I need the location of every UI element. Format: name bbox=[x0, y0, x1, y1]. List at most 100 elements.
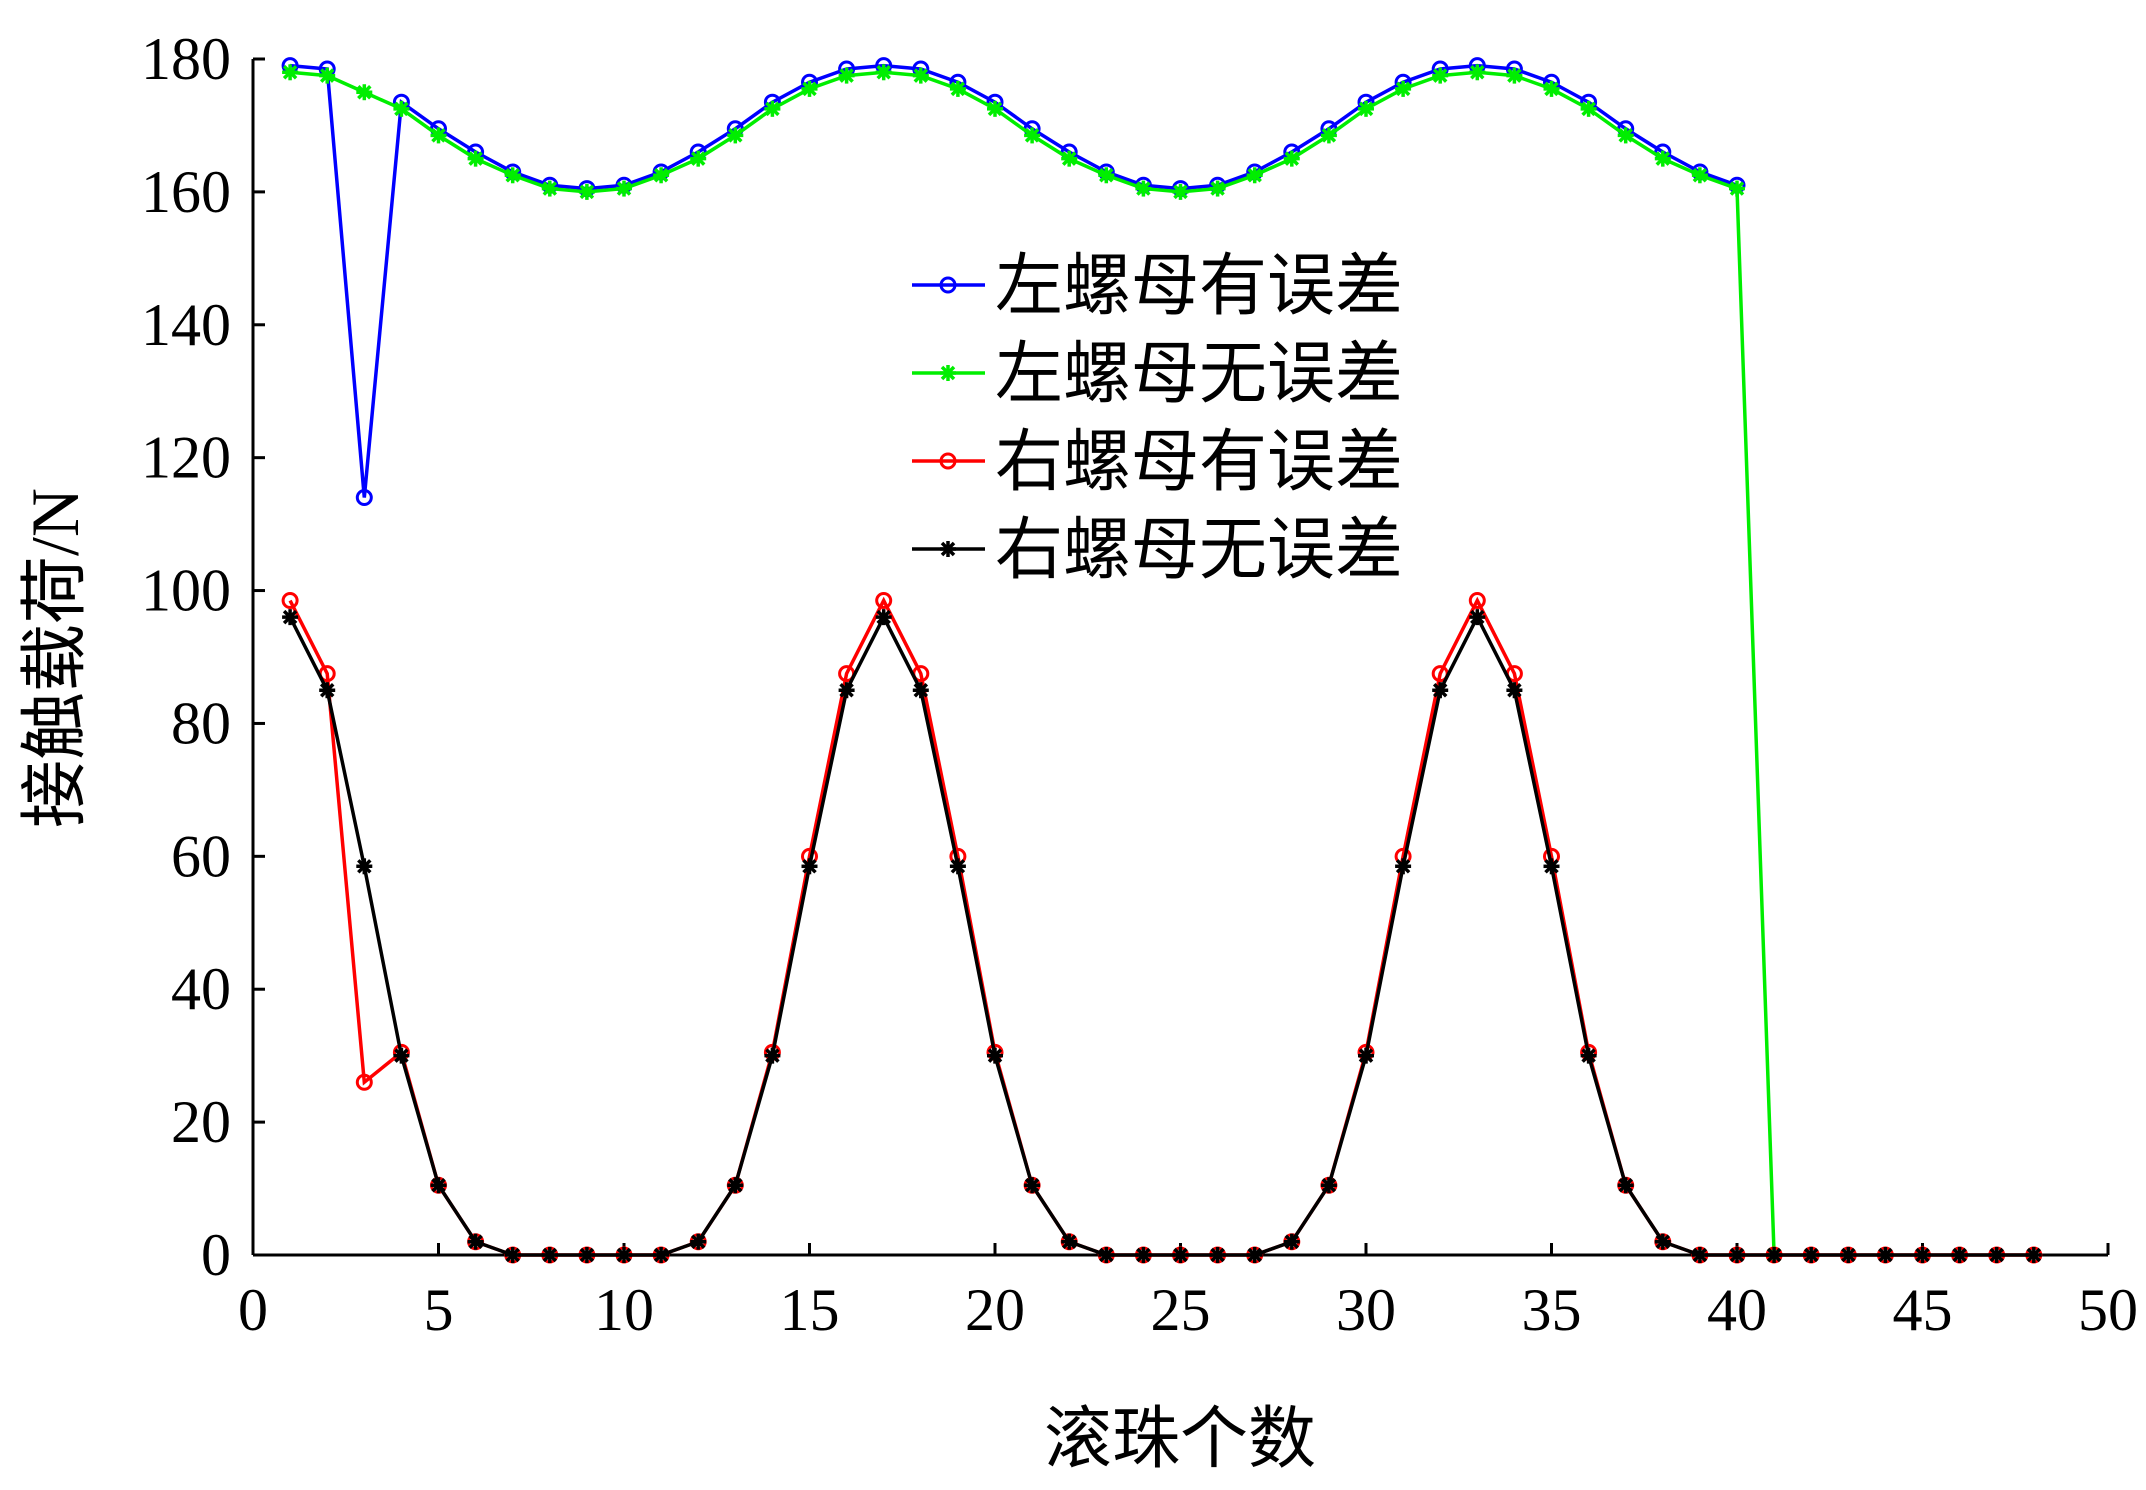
data-point bbox=[1283, 150, 1300, 167]
data-point bbox=[1135, 180, 1152, 197]
star-stroke bbox=[913, 682, 929, 698]
star-stroke bbox=[542, 181, 558, 196]
data-point bbox=[1432, 67, 1449, 84]
series-右螺母无误差 bbox=[282, 609, 2042, 1263]
star-stroke bbox=[431, 1177, 446, 1193]
data-point bbox=[764, 100, 781, 117]
star-stroke bbox=[1284, 151, 1300, 166]
star-stroke bbox=[1395, 81, 1411, 97]
star-stroke bbox=[579, 1247, 595, 1263]
x-tick-label: 45 bbox=[1893, 1277, 1953, 1343]
data-point bbox=[1468, 592, 1486, 610]
x-tick-label: 5 bbox=[424, 1277, 454, 1343]
data-point bbox=[1432, 682, 1449, 699]
data-point bbox=[467, 1233, 484, 1250]
legend-item: 左螺母无误差 bbox=[912, 336, 1403, 412]
star-stroke bbox=[468, 151, 483, 166]
data-point bbox=[1914, 1247, 1931, 1263]
y-axis-label: 接触载荷/N bbox=[17, 488, 93, 828]
data-point bbox=[1877, 1247, 1894, 1263]
star-stroke bbox=[1210, 181, 1225, 196]
star-stroke bbox=[690, 1234, 706, 1249]
y-tick-label: 100 bbox=[141, 558, 231, 624]
y-tick-label: 20 bbox=[171, 1089, 231, 1155]
data-point bbox=[987, 100, 1003, 117]
legend-label: 右螺母无误差 bbox=[995, 512, 1403, 588]
data-point bbox=[1469, 609, 1486, 626]
x-tick-label: 10 bbox=[594, 1277, 654, 1343]
data-point bbox=[1580, 100, 1597, 117]
star-stroke bbox=[1507, 68, 1522, 83]
x-tick-label: 15 bbox=[780, 1277, 840, 1343]
star-stroke bbox=[940, 365, 956, 381]
data-point bbox=[1617, 1177, 1634, 1194]
star-stroke bbox=[876, 65, 891, 80]
star-stroke bbox=[1247, 1247, 1262, 1263]
star-stroke bbox=[653, 1247, 669, 1263]
data-point bbox=[690, 150, 707, 167]
data-point bbox=[541, 180, 558, 197]
star-stroke bbox=[1655, 1234, 1671, 1249]
data-point bbox=[1543, 80, 1560, 97]
star-stroke bbox=[1210, 1247, 1225, 1263]
data-point bbox=[1469, 64, 1486, 81]
star-stroke bbox=[1507, 682, 1522, 698]
star-stroke bbox=[1173, 184, 1188, 200]
star-stroke bbox=[728, 128, 743, 143]
legend-item: 左螺母有误差 bbox=[912, 248, 1403, 324]
star-stroke bbox=[505, 168, 520, 183]
y-tick-label: 0 bbox=[201, 1222, 231, 1288]
star-stroke bbox=[319, 68, 335, 83]
data-point bbox=[1283, 1233, 1300, 1250]
data-point bbox=[875, 592, 893, 610]
star-stroke bbox=[987, 101, 1003, 117]
data-point bbox=[1024, 1177, 1041, 1194]
data-point bbox=[1691, 167, 1708, 184]
data-point bbox=[801, 80, 818, 97]
data-point bbox=[653, 167, 670, 184]
data-point bbox=[1840, 1247, 1857, 1263]
data-point bbox=[949, 80, 966, 97]
x-tick-label: 25 bbox=[1151, 1277, 1211, 1343]
data-point bbox=[912, 682, 929, 699]
data-point bbox=[1543, 858, 1560, 875]
data-point bbox=[1098, 1247, 1115, 1263]
star-stroke bbox=[1618, 1177, 1633, 1193]
star-stroke bbox=[616, 181, 632, 196]
data-point bbox=[1320, 127, 1337, 144]
data-point bbox=[1395, 858, 1412, 875]
legend-label: 左螺母有误差 bbox=[995, 248, 1403, 324]
data-point bbox=[690, 1233, 707, 1250]
y-tick-label: 140 bbox=[141, 292, 231, 358]
star-stroke bbox=[876, 609, 891, 625]
data-point bbox=[1358, 1047, 1374, 1064]
data-point bbox=[355, 489, 373, 507]
star-stroke bbox=[1470, 609, 1485, 625]
data-point bbox=[940, 365, 956, 381]
data-point bbox=[504, 1247, 521, 1263]
data-point bbox=[355, 1073, 373, 1091]
data-point bbox=[356, 858, 373, 875]
star-stroke bbox=[579, 184, 595, 200]
data-point bbox=[504, 167, 521, 184]
data-point bbox=[281, 592, 299, 610]
x-tick-label: 30 bbox=[1336, 1277, 1396, 1343]
data-point bbox=[616, 1247, 632, 1263]
y-tick-label: 40 bbox=[171, 956, 231, 1022]
y-tick-label: 120 bbox=[141, 425, 231, 491]
data-point bbox=[578, 183, 595, 200]
star-stroke bbox=[1099, 168, 1114, 183]
star-stroke bbox=[1432, 68, 1448, 83]
data-point bbox=[1654, 150, 1671, 167]
data-point bbox=[875, 64, 892, 81]
x-tick-label: 50 bbox=[2078, 1277, 2138, 1343]
star-stroke bbox=[542, 1247, 558, 1263]
y-tick-label: 180 bbox=[141, 26, 231, 92]
star-stroke bbox=[653, 168, 669, 183]
x-tick-label: 0 bbox=[238, 1277, 268, 1343]
data-point bbox=[1246, 167, 1263, 184]
star-stroke bbox=[1544, 859, 1559, 874]
data-point bbox=[727, 1177, 744, 1194]
star-stroke bbox=[1655, 151, 1671, 166]
